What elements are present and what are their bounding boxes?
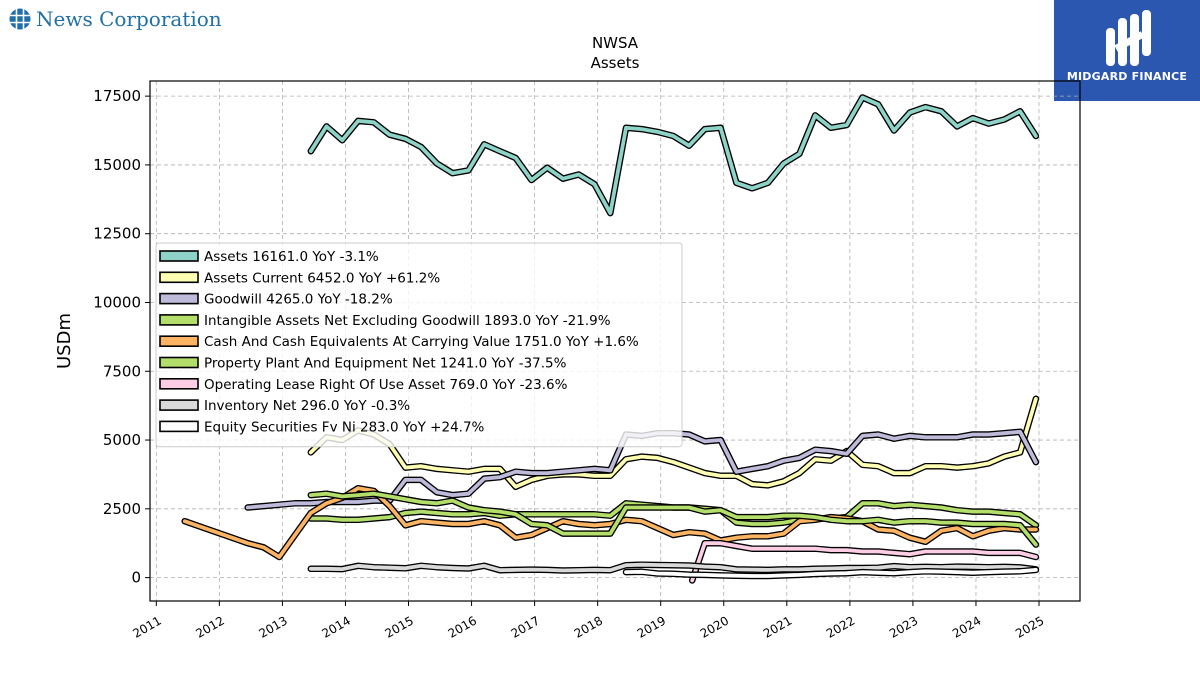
legend-label: Operating Lease Right Of Use Asset 769.0…	[204, 377, 568, 393]
chart-title: NWSA	[592, 34, 639, 52]
legend-swatch	[159, 271, 199, 284]
y-tick-label: 10000	[93, 293, 141, 311]
plot-frame	[149, 80, 1081, 602]
legend-swatch	[159, 292, 199, 305]
x-tick-label: 2018	[572, 613, 605, 640]
midgard-watermark: MIDGARD FINANCE	[1054, 0, 1200, 101]
series-line	[307, 395, 1040, 491]
series-line-stroke	[308, 95, 1038, 216]
x-tick-label: 2022	[824, 613, 857, 640]
legend-swatch	[159, 356, 199, 369]
legend-swatch	[159, 335, 199, 348]
legend-label: Intangible Assets Net Excluding Goodwill…	[204, 313, 611, 329]
x-tick-label: 2019	[635, 613, 668, 640]
series-line	[688, 539, 1040, 584]
series-line	[307, 94, 1040, 217]
legend-swatch	[159, 250, 199, 262]
legend-entry: Assets Current 6452.0 YoY +61.2%	[159, 270, 440, 286]
brand-name: News Corporation	[36, 7, 222, 31]
x-tick-label: 2020	[698, 613, 731, 640]
y-tick-label: 7500	[103, 362, 141, 380]
x-tick-label: 2025	[1013, 613, 1046, 640]
x-tick-label: 2024	[950, 613, 983, 640]
x-tick-label: 2017	[509, 613, 542, 640]
legend-entry: Property Plant And Equipment Net 1241.0 …	[159, 356, 567, 372]
x-axis: 2011 2012 2013 2014 2015 2016 2017 2018 2019 2020…	[130, 601, 1047, 641]
brand: News Corporation	[8, 6, 222, 32]
legend-swatch	[159, 314, 199, 326]
legend-entry: Intangible Assets Net Excluding Goodwill…	[159, 313, 611, 329]
y-axis: 0 2500 5000 7500 10000 12500 15000 17500	[93, 87, 150, 587]
series-line	[181, 484, 1040, 561]
series-line-stroke	[308, 562, 1038, 573]
x-tick-label: 2012	[193, 613, 226, 640]
legend-swatch	[159, 420, 199, 433]
legend-box	[155, 242, 683, 448]
y-tick-label: 17500	[93, 87, 141, 105]
chart-subtitle: Assets	[591, 54, 640, 72]
globe-grid-icon	[9, 8, 31, 30]
y-tick-label: 5000	[103, 431, 141, 449]
y-tick-label: 15000	[93, 156, 141, 174]
x-tick-label: 2023	[887, 613, 920, 640]
legend-entry: Goodwill 4265.0 YoY -18.2%	[159, 292, 393, 308]
legend-label: Equity Securities Fv Ni 283.0 YoY +24.7%	[204, 419, 485, 435]
legend-entry: Equity Securities Fv Ni 283.0 YoY +24.7%	[159, 419, 485, 435]
y-axis-label: USDm	[54, 313, 75, 369]
legend-swatch	[159, 377, 199, 390]
x-tick-label: 2016	[446, 613, 479, 640]
legend-entry: Assets 16161.0 YoY -3.1%	[159, 249, 379, 265]
legend-label: Assets 16161.0 YoY -3.1%	[204, 249, 379, 265]
midgard-label: MIDGARD FINANCE	[1066, 70, 1188, 83]
y-tick-label: 2500	[103, 500, 141, 518]
y-tick-label: 12500	[93, 225, 141, 243]
series-line-stroke	[182, 486, 1038, 559]
legend-entry: Inventory Net 296.0 YoY -0.3%	[159, 398, 410, 414]
series-line-stroke	[690, 541, 1038, 583]
series-line-stroke	[308, 491, 1038, 547]
legend-label: Assets Current 6452.0 YoY +61.2%	[204, 270, 440, 286]
legend-label: Property Plant And Equipment Net 1241.0 …	[204, 356, 567, 372]
series-line	[307, 561, 1040, 574]
legend-entry: Cash And Cash Equivalents At Carrying Va…	[159, 334, 639, 350]
x-tick-label: 2021	[761, 613, 794, 640]
x-tick-label: 2013	[256, 613, 289, 640]
legend: Assets 16161.0 YoY -3.1% Assets Current 6…	[155, 242, 683, 448]
x-tick-label: 2011	[130, 613, 163, 640]
y-tick-label: 0	[131, 569, 141, 587]
x-tick-label: 2015	[383, 613, 416, 640]
legend-label: Goodwill 4265.0 YoY -18.2%	[204, 292, 393, 308]
legend-label: Inventory Net 296.0 YoY -0.3%	[204, 398, 410, 414]
series-line-stroke	[624, 568, 1038, 578]
legend-label: Cash And Cash Equivalents At Carrying Va…	[204, 334, 639, 350]
series-line	[622, 566, 1040, 580]
midgard-logo-icon	[1106, 10, 1151, 66]
x-tick-label: 2014	[320, 613, 353, 640]
legend-swatch	[159, 399, 199, 411]
series-line	[307, 490, 1040, 548]
series-line-stroke	[308, 396, 1038, 489]
legend-entry: Operating Lease Right Of Use Asset 769.0…	[159, 377, 568, 393]
series-line-outline	[307, 94, 1040, 217]
